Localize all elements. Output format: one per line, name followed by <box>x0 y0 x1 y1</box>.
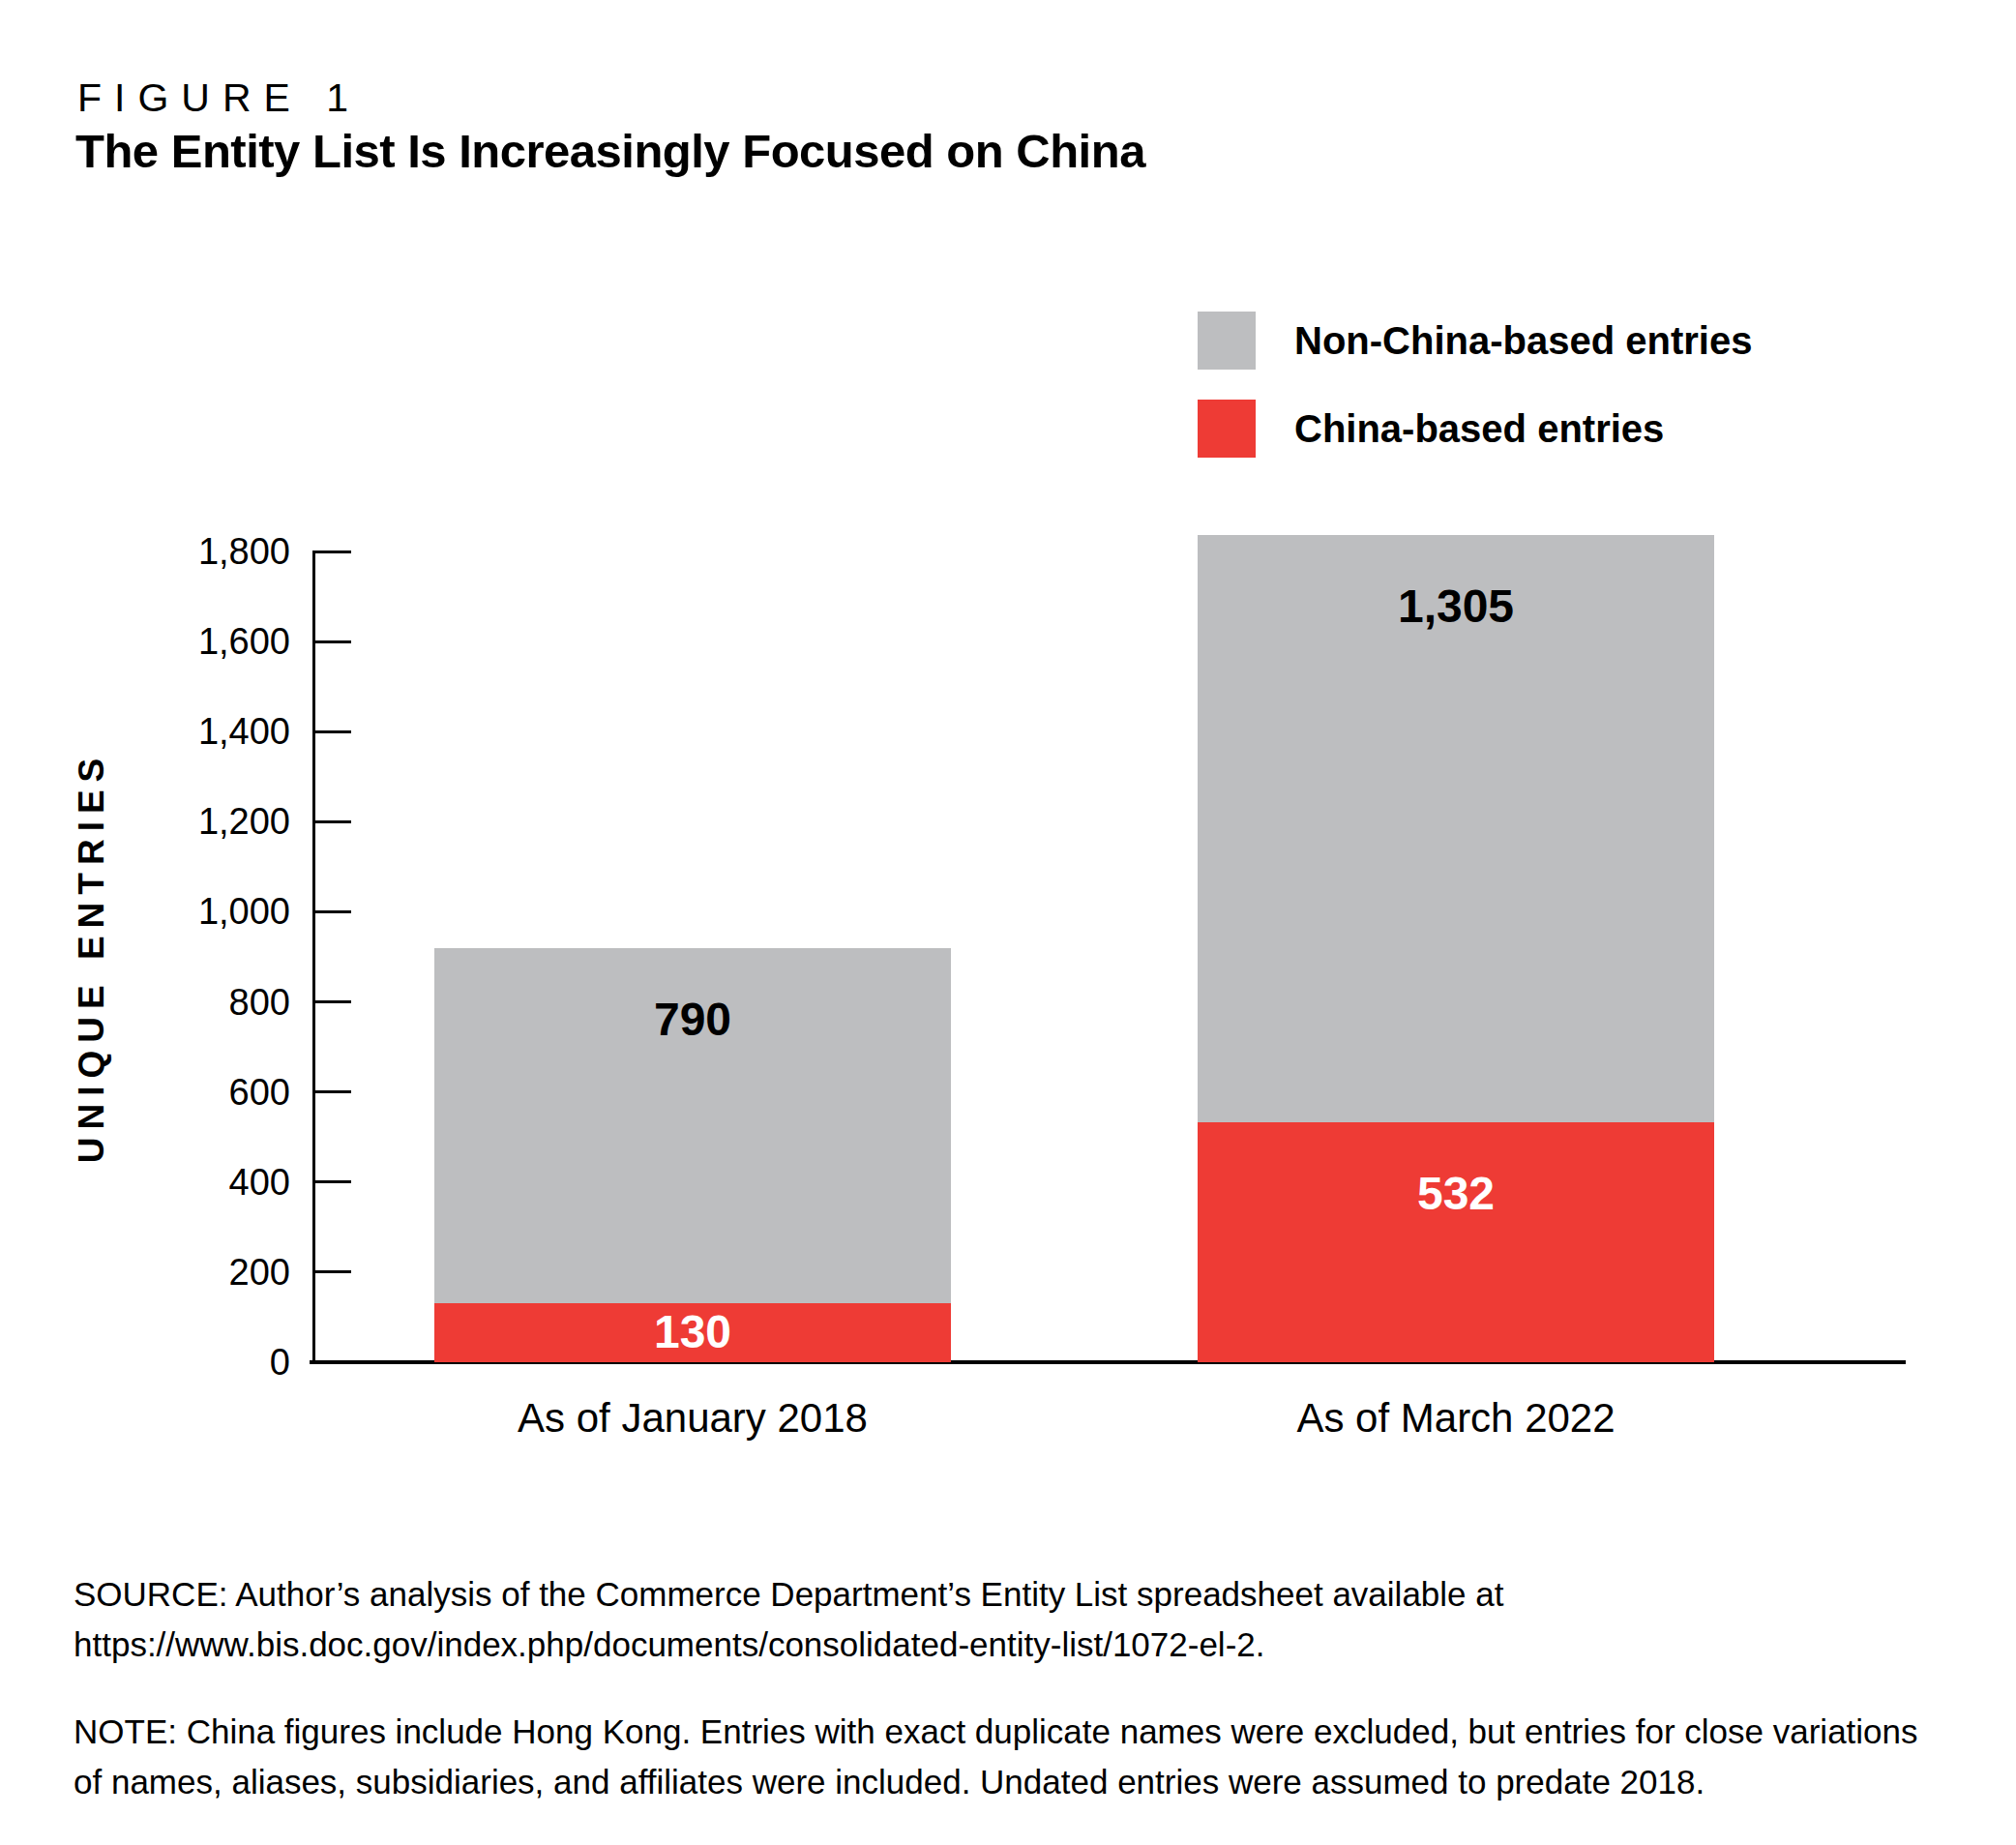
y-tick-label: 1,200 <box>77 796 290 847</box>
y-tick <box>312 1270 351 1273</box>
x-category-label: As of March 2022 <box>1146 1395 1765 1442</box>
bar-value-label: 130 <box>434 1303 951 1362</box>
figure-page: FIGURE 1 The Entity List Is Increasingly… <box>0 0 2016 1845</box>
y-tick-label: 600 <box>77 1067 290 1117</box>
source-line-1: SOURCE: Author’s analysis of the Commerc… <box>74 1569 1503 1620</box>
note-text: NOTE: China figures include Hong Kong. E… <box>74 1707 1918 1807</box>
y-tick-label: 200 <box>77 1247 290 1297</box>
y-tick <box>312 1000 351 1003</box>
note-line-2: of names, aliases, subsidiaries, and aff… <box>74 1757 1918 1807</box>
y-tick-label: 1,400 <box>77 706 290 757</box>
y-tick <box>312 1180 351 1183</box>
bar-value-label: 1,305 <box>1198 581 1714 632</box>
y-tick-label: 1,800 <box>77 526 290 577</box>
note-line-1: NOTE: China figures include Hong Kong. E… <box>74 1707 1918 1757</box>
y-tick-label: 800 <box>77 977 290 1027</box>
source-line-2: https://www.bis.doc.gov/index.php/docume… <box>74 1620 1503 1670</box>
y-tick <box>312 820 351 823</box>
plot-area: 0 200 400 600 800 1,000 1,200 1,400 1,600 1,800 13… <box>0 0 2016 1845</box>
y-tick <box>312 910 351 913</box>
bar-value-label: 790 <box>434 995 951 1045</box>
y-tick-label: 1,000 <box>77 886 290 937</box>
bar-value-label: 532 <box>1198 1169 1714 1219</box>
x-category-label: As of January 2018 <box>383 1395 1002 1442</box>
source-text: SOURCE: Author’s analysis of the Commerc… <box>74 1569 1503 1670</box>
y-tick <box>312 1090 351 1093</box>
y-tick-label: 0 <box>77 1337 290 1387</box>
y-tick-label: 400 <box>77 1157 290 1207</box>
y-axis-line <box>312 551 315 1362</box>
y-tick <box>312 551 351 553</box>
y-tick-label: 1,600 <box>77 616 290 667</box>
y-tick <box>312 730 351 733</box>
bar-segment-china-based-entries <box>1198 1122 1714 1362</box>
y-tick <box>312 640 351 643</box>
